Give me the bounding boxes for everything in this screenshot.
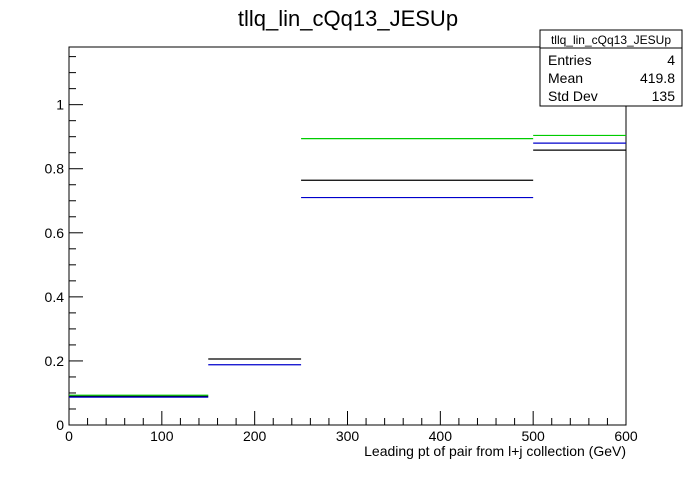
series-layer xyxy=(69,134,626,398)
stats-mean-label: Mean xyxy=(548,70,583,86)
y-tick-label: 0 xyxy=(56,417,64,433)
stats-stddev-label: Std Dev xyxy=(548,88,598,104)
stats-box-frame xyxy=(539,29,683,107)
y-tick-label: 0.6 xyxy=(45,225,65,241)
stats-stddev-value: 135 xyxy=(652,88,676,104)
stats-box: tllq_lin_cQq13_JESUp Entries 4 Mean 419.… xyxy=(539,29,683,107)
x-tick-label: 0 xyxy=(65,428,73,444)
y-tick-label: 0.2 xyxy=(45,353,65,369)
x-tick-label: 400 xyxy=(429,428,453,444)
x-tick-label: 600 xyxy=(614,428,638,444)
x-axis-label: Leading pt of pair from l+j collection (… xyxy=(364,443,626,459)
stats-mean-value: 419.8 xyxy=(640,70,675,86)
chart-title: tllq_lin_cQq13_JESUp xyxy=(238,6,458,31)
y-tick-label: 0.8 xyxy=(45,161,65,177)
x-tick-label: 500 xyxy=(521,428,545,444)
stats-box-title: tllq_lin_cQq13_JESUp xyxy=(551,33,671,47)
stats-entries-value: 4 xyxy=(667,52,675,68)
x-tick-label: 100 xyxy=(150,428,174,444)
x-axis: 0 100 200 300 400 500 600 xyxy=(65,411,638,444)
y-tick-label: 1 xyxy=(56,97,64,113)
x-tick-label: 300 xyxy=(336,428,360,444)
y-axis: 0 0.2 0.4 0.6 0.8 1 xyxy=(45,56,83,433)
stats-entries-label: Entries xyxy=(548,52,592,68)
y-tick-label: 0.4 xyxy=(45,289,65,305)
x-tick-label: 200 xyxy=(243,428,267,444)
